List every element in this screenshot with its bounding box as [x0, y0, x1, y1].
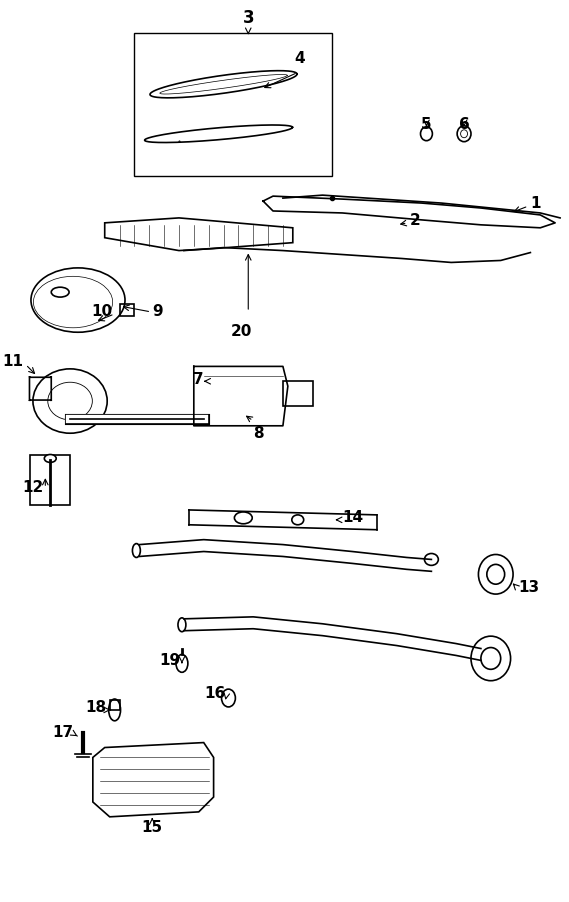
Ellipse shape	[424, 554, 438, 566]
Ellipse shape	[133, 544, 141, 557]
Bar	[283, 382, 312, 406]
Ellipse shape	[292, 515, 304, 525]
Ellipse shape	[481, 648, 501, 669]
Text: 6: 6	[459, 117, 469, 132]
Bar	[110, 700, 119, 710]
Text: 2: 2	[410, 214, 420, 228]
Text: 19: 19	[159, 653, 180, 667]
Text: 7: 7	[193, 372, 204, 387]
Ellipse shape	[178, 618, 186, 631]
Text: 20: 20	[230, 324, 252, 339]
Text: 5: 5	[421, 117, 432, 132]
Text: 14: 14	[343, 511, 364, 525]
Bar	[134, 32, 332, 176]
Text: 4: 4	[294, 51, 305, 67]
Text: 11: 11	[2, 354, 23, 369]
Text: 1: 1	[530, 196, 541, 210]
Bar	[119, 304, 134, 316]
Text: 3: 3	[242, 9, 254, 27]
Text: 12: 12	[23, 480, 44, 495]
Text: 8: 8	[253, 426, 263, 441]
Text: 13: 13	[518, 580, 539, 594]
Text: 10: 10	[92, 305, 113, 319]
Text: 9: 9	[152, 305, 163, 319]
Ellipse shape	[44, 455, 56, 463]
Ellipse shape	[487, 565, 505, 584]
Text: 16: 16	[204, 686, 225, 701]
Ellipse shape	[234, 512, 252, 524]
Text: 15: 15	[142, 820, 163, 834]
Text: 17: 17	[52, 725, 73, 741]
Text: 18: 18	[85, 701, 107, 715]
